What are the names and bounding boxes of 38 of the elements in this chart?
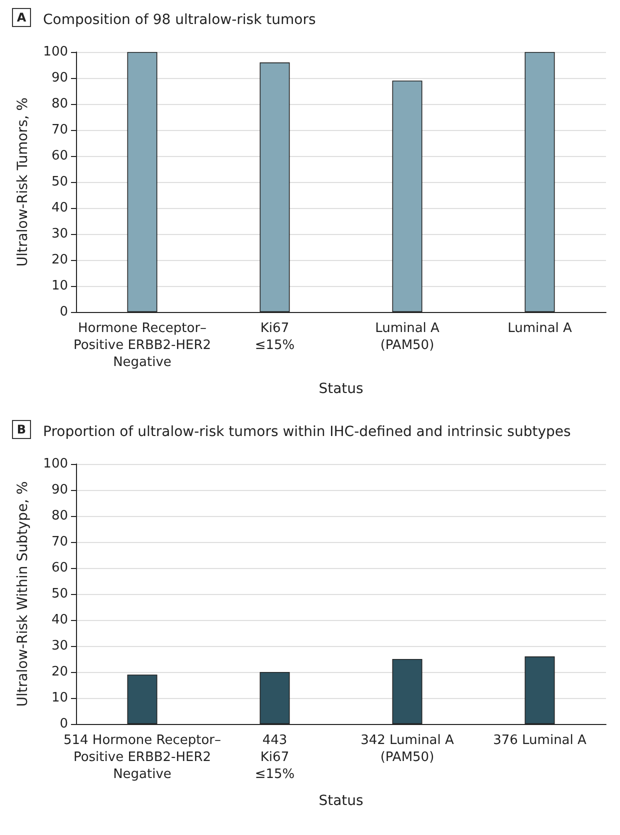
y-tick-label: 10 xyxy=(51,278,68,294)
chart-title: Proportion of ultralow-risk tumors within IHC-defined and intrinsic subtypes xyxy=(43,424,571,440)
y-tick-label: 50 xyxy=(51,586,68,602)
chart-title: Composition of 98 ultralow-risk tumors xyxy=(43,12,316,28)
y-tick-label: 60 xyxy=(51,560,68,576)
y-tick-label: 30 xyxy=(51,638,68,654)
x-tick-label: Ki67 ≤15% xyxy=(254,321,295,353)
y-tick-label: 90 xyxy=(51,70,68,86)
x-tick-label: 376 Luminal A xyxy=(493,733,587,748)
y-tick-label: 0 xyxy=(60,304,68,320)
y-tick-label: 20 xyxy=(51,252,68,268)
x-tick-label: 443 Ki67 ≤15% xyxy=(254,733,295,782)
y-tick-label: 80 xyxy=(51,96,68,112)
y-tick-label: 70 xyxy=(51,122,68,138)
y-tick-label: 20 xyxy=(51,664,68,680)
y-tick-label: 70 xyxy=(51,534,68,550)
x-tick-label: Luminal A xyxy=(508,321,572,336)
y-tick-label: 50 xyxy=(51,174,68,190)
y-axis-title: Ultralow-Risk Within Subtype, % xyxy=(15,481,31,707)
text: B xyxy=(16,422,26,436)
x-tick-label: 342 Luminal A (PAM50) xyxy=(360,733,454,765)
y-tick-label: 40 xyxy=(51,200,68,216)
y-tick-label: 100 xyxy=(43,44,68,60)
y-tick-label: 10 xyxy=(51,690,68,706)
y-tick-label: 80 xyxy=(51,508,68,524)
x-tick-label: Luminal A (PAM50) xyxy=(375,321,440,353)
x-axis-title: Status xyxy=(318,793,364,809)
y-tick-label: 100 xyxy=(43,456,68,472)
x-tick-label: Hormone Receptor– Positive ERBB2-HER2 Negative xyxy=(73,321,212,370)
text: A xyxy=(16,10,27,24)
x-tick-label: 514 Hormone Receptor– Positive ERBB2-HER2 Negative xyxy=(63,733,222,782)
x-axis-title: Status xyxy=(318,381,364,397)
y-tick-label: 30 xyxy=(51,226,68,242)
y-tick-label: 0 xyxy=(60,716,68,732)
y-tick-label: 40 xyxy=(51,612,68,628)
y-tick-label: 90 xyxy=(51,482,68,498)
y-axis-title: Ultralow-Risk Tumors, % xyxy=(15,97,31,267)
y-tick-label: 60 xyxy=(51,148,68,164)
